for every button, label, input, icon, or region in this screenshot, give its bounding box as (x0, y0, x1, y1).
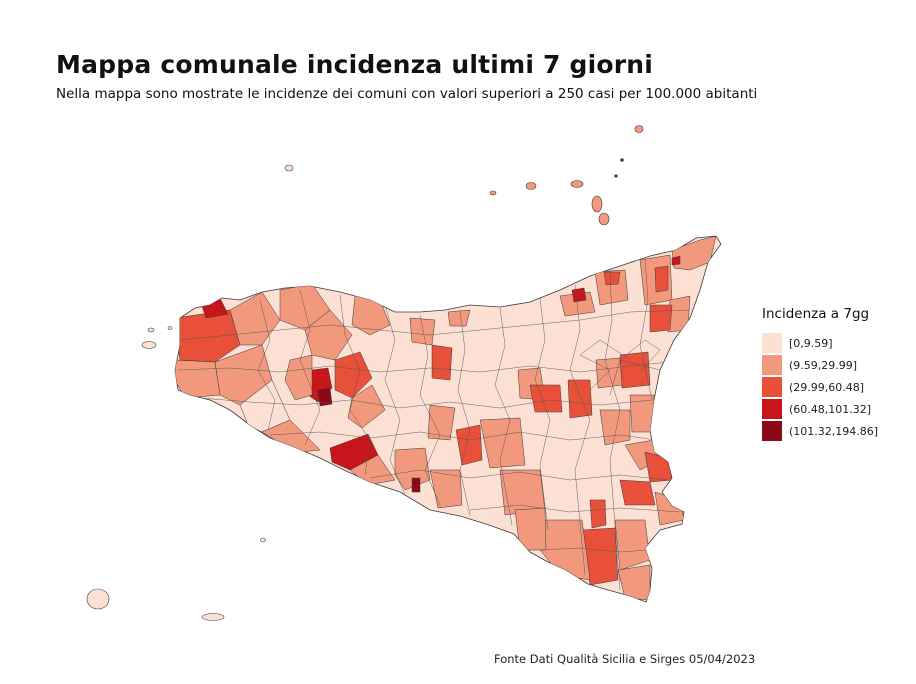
municipality-region (567, 379, 593, 419)
legend-item: (29.99,60.48] (762, 376, 878, 398)
island-lampedusa (201, 613, 225, 621)
minor-islands (86, 125, 644, 621)
boundary-line (199, 397, 653, 409)
municipality-region (334, 351, 373, 399)
municipality-regions (175, 236, 717, 601)
legend-label: (29.99,60.48] (789, 380, 865, 394)
municipality-region (599, 409, 631, 446)
legend-swatch (762, 355, 782, 375)
municipality-region (671, 255, 681, 266)
legend-swatch (762, 399, 782, 419)
legend-swatch (762, 421, 782, 441)
island-stromboli (634, 125, 644, 133)
island-linosa (260, 537, 266, 543)
boundary-line (257, 299, 276, 431)
boundary-line (639, 257, 653, 401)
municipality-region (304, 309, 353, 361)
municipality-region (571, 287, 587, 303)
legend-item: (60.48,101.32] (762, 398, 878, 420)
boundary-line (177, 361, 671, 373)
island-marettimo (167, 326, 173, 330)
island-vulcano (598, 212, 610, 226)
municipality-region (617, 564, 651, 601)
legend-item: (9.59,29.99] (762, 354, 878, 376)
municipality-region (644, 451, 673, 483)
legend-title: Incidenza a 7gg (762, 306, 870, 322)
legend-item: (101.32,194.86] (762, 420, 878, 442)
boundary-line (619, 359, 661, 371)
municipality-region (175, 359, 221, 399)
boundary-line (609, 359, 621, 396)
legend-swatch (762, 333, 782, 353)
municipality-region (479, 417, 526, 469)
boundary-line (579, 339, 631, 391)
municipality-region (427, 404, 456, 441)
municipality-region (447, 309, 471, 327)
island-favignana (147, 327, 155, 333)
boundary-line (539, 547, 649, 553)
boundary-line (457, 309, 471, 516)
municipality-region (654, 265, 669, 293)
legend-swatch (762, 377, 782, 397)
island-salina (570, 180, 584, 188)
municipality-region (589, 499, 607, 529)
boundary-line (299, 289, 321, 446)
legend-item: [0,9.59] (762, 332, 878, 354)
legend-label: (9.59,29.99] (789, 358, 858, 372)
boundary-line (494, 307, 513, 526)
legend-label: (60.48,101.32] (789, 402, 872, 416)
boundary-line (569, 284, 591, 576)
boundary-line (619, 339, 661, 373)
municipality-region (514, 507, 547, 551)
municipality-region (619, 479, 656, 506)
municipality-region (654, 491, 685, 526)
municipality-region (411, 477, 421, 493)
legend-label: [0,9.59] (789, 336, 833, 350)
map-subtitle: Nella mappa sono mostrate le incidenze d… (56, 86, 758, 102)
boundary-line (469, 504, 681, 513)
boundary-line (269, 431, 657, 441)
municipality-region (284, 354, 313, 401)
boundary-line (369, 469, 669, 481)
municipality-region (649, 304, 673, 333)
municipality-region (317, 387, 333, 407)
municipality-region (409, 317, 436, 346)
island-alicudi (284, 164, 294, 172)
municipality-region (455, 424, 483, 466)
island-ustica (489, 190, 497, 196)
boundary-line (384, 304, 406, 496)
boundary-line (419, 314, 441, 506)
municipality-region (347, 384, 386, 429)
boundary-line (179, 309, 691, 341)
island-panarea (620, 158, 624, 162)
boundary-line (604, 269, 621, 591)
municipality-region (629, 394, 655, 433)
municipality-region (594, 269, 629, 306)
island-filicudi (525, 182, 537, 190)
municipality-region (529, 384, 563, 413)
island-basiluzzo (614, 174, 618, 178)
island-pantelleria (86, 588, 110, 610)
municipality-region (229, 291, 281, 346)
island-lipari (591, 195, 603, 213)
island-levanzo (141, 341, 157, 349)
municipality-region (429, 469, 463, 509)
legend-label: (101.32,194.86] (789, 424, 879, 438)
municipality-region (431, 344, 453, 381)
map-title: Mappa comunale incidenza ultimi 7 giorni (56, 50, 654, 79)
boundary-line (339, 294, 371, 476)
map-legend: Incidenza a 7gg [0,9.59] (9.59,29.99] (2… (762, 306, 878, 442)
municipality-boundaries (177, 257, 691, 591)
municipality-region (603, 271, 621, 286)
data-source-note: Fonte Dati Qualità Sicilia e Sirges 05/0… (494, 652, 756, 666)
boundary-line (534, 297, 551, 531)
